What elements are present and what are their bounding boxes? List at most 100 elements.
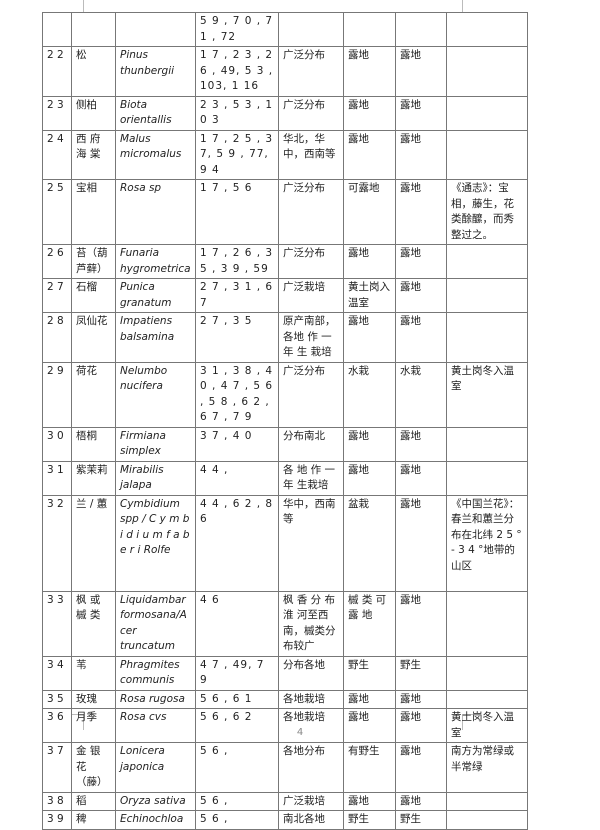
- note-cell: [446, 791, 528, 811]
- cultivation-a-cell: 露地: [343, 708, 396, 743]
- cultivation-b-cell: 露地: [395, 278, 447, 313]
- reference-numbers-cell: 5 6 , 6 2: [195, 708, 279, 743]
- note-cell: [446, 129, 528, 180]
- chinese-name-cell: 梧桐: [71, 426, 116, 462]
- distribution-cell: 枫 香 分 布 淮 河至西南，槭类分布较广: [278, 590, 344, 657]
- distribution-cell: [278, 12, 344, 47]
- cultivation-b-cell: 露地: [395, 494, 447, 592]
- chinese-name-cell: 玫瑰: [71, 689, 116, 709]
- reference-numbers-cell: 2 7 , 3 5: [195, 312, 279, 363]
- reference-numbers-cell: 4 4 ,: [195, 460, 279, 496]
- chinese-name-cell: 稗: [71, 810, 116, 830]
- latin-name-cell: Liquidambar formosana/Acer truncatum: [115, 590, 196, 657]
- row-number-cell: 3 2: [42, 494, 72, 592]
- latin-name-cell: Oryza sativa: [115, 791, 196, 811]
- chinese-name-cell: 紫茉莉: [71, 460, 116, 496]
- note-cell: [446, 95, 528, 131]
- distribution-cell: 原产南部，各地 作 一 年 生 栽培: [278, 312, 344, 363]
- chinese-name-cell: 月季: [71, 708, 116, 743]
- row-number-cell: 2 4: [42, 129, 72, 180]
- distribution-cell: 各 地 作 一 年 生栽培: [278, 460, 344, 496]
- cultivation-a-cell: 露地: [343, 460, 396, 496]
- table-row: 3 9 稗 Echinochloa 5 6 , 南北各地 野生 野生: [42, 810, 528, 830]
- table-row: 3 8 稻 Oryza sativa 5 6 , 广泛栽培 露地 露地: [42, 791, 528, 811]
- cultivation-b-cell: 露地: [395, 129, 447, 180]
- chinese-name-cell: 宝相: [71, 179, 116, 245]
- note-cell: 黄土岗冬入温室: [446, 708, 528, 743]
- table-row: 2 2 松 Pinus thunbergii 1 7 , 2 3 , 2 6 , 49…: [42, 46, 528, 97]
- chinese-name-cell: 稻: [71, 791, 116, 811]
- chinese-name-cell: 凤仙花: [71, 312, 116, 363]
- reference-numbers-cell: 5 6 ,: [195, 791, 279, 811]
- reference-numbers-cell: 2 7 , 3 1 , 6 7: [195, 278, 279, 313]
- distribution-cell: 广泛分布: [278, 361, 344, 428]
- cultivation-b-cell: 露地: [395, 460, 447, 496]
- cultivation-a-cell: 水栽: [343, 361, 396, 428]
- row-number-cell: 3 3: [42, 590, 72, 657]
- distribution-cell: 各地栽培: [278, 708, 344, 743]
- chinese-name-cell: 松: [71, 46, 116, 97]
- row-number-cell: 3 8: [42, 791, 72, 811]
- row-number-cell: 3 5: [42, 689, 72, 709]
- cultivation-b-cell: 野生: [395, 655, 447, 691]
- row-number-cell: 2 8: [42, 312, 72, 363]
- distribution-cell: 各地栽培: [278, 689, 344, 709]
- chinese-name-cell: 兰 / 蕙: [71, 494, 116, 592]
- distribution-cell: 南北各地: [278, 810, 344, 830]
- reference-numbers-cell: 4 4 , 6 2 , 8 6: [195, 494, 279, 592]
- cultivation-a-cell: 露地: [343, 244, 396, 279]
- cultivation-a-cell: 可露地: [343, 179, 396, 245]
- table-row: 2 5 宝相 Rosa sp 1 7 , 5 6 广泛分布 可露地 露地 《通志》：宝相，藤生…: [42, 179, 528, 245]
- note-cell: 《中国兰花》：春兰和蕙兰分布在北纬 2 5 ° - 3 4 °地带的山区: [446, 494, 528, 592]
- row-number-cell: 2 5: [42, 179, 72, 245]
- latin-name-cell: Impatiens balsamina: [115, 312, 196, 363]
- latin-name-cell: Firmiana simplex: [115, 426, 196, 462]
- cultivation-a-cell: 盆栽: [343, 494, 396, 592]
- cultivation-b-cell: [395, 12, 447, 47]
- table-row: 3 6 月季 Rosa cvs 5 6 , 6 2 各地栽培 露地 露地 黄土岗冬入温室: [42, 708, 528, 743]
- reference-numbers-cell: 2 3 , 5 3 , 1 0 3: [195, 95, 279, 131]
- row-number-cell: 2 7: [42, 278, 72, 313]
- table-row: 3 5 玫瑰 Rosa rugosa 5 6 , 6 1 各地栽培 露地 露地: [42, 689, 528, 709]
- cultivation-a-cell: 露地: [343, 129, 396, 180]
- cultivation-a-cell: 露地: [343, 689, 396, 709]
- cultivation-a-cell: 槭 类 可 露 地: [343, 590, 396, 657]
- distribution-cell: 广泛分布: [278, 244, 344, 279]
- table-row: 3 0 梧桐 Firmiana simplex 3 7 , 4 0 分布南北 露地 露地: [42, 426, 528, 462]
- cultivation-a-cell: 露地: [343, 312, 396, 363]
- chinese-name-cell: [71, 12, 116, 47]
- note-cell: 《通志》：宝相，藤生，花类酴醿，而秀整过之。: [446, 179, 528, 245]
- reference-numbers-cell: 3 1 , 3 8 , 4 0 , 4 7 , 5 6 , 5 8 , 6 2 …: [195, 361, 279, 428]
- cultivation-b-cell: 露地: [395, 244, 447, 279]
- distribution-cell: 广泛栽培: [278, 278, 344, 313]
- cultivation-a-cell: [343, 12, 396, 47]
- distribution-cell: 分布各地: [278, 655, 344, 691]
- table-row: 2 6 苔（葫芦藓） Funaria hygrometrica 1 7 , 2 6 ,…: [42, 244, 528, 279]
- row-number-cell: 2 3: [42, 95, 72, 131]
- distribution-cell: 广泛栽培: [278, 791, 344, 811]
- note-cell: 黄土岗冬入温室: [446, 361, 528, 428]
- distribution-cell: 广泛分布: [278, 46, 344, 97]
- table-row: 2 9 荷花 Nelumbo nucifera 3 1 , 3 8 , 4 0 , 4…: [42, 361, 528, 428]
- cultivation-a-cell: 野生: [343, 655, 396, 691]
- cultivation-b-cell: 露地: [395, 179, 447, 245]
- cultivation-b-cell: 露地: [395, 590, 447, 657]
- latin-name-cell: Phragmites communis: [115, 655, 196, 691]
- reference-numbers-cell: 5 6 ,: [195, 810, 279, 830]
- distribution-cell: 分布南北: [278, 426, 344, 462]
- cultivation-b-cell: 露地: [395, 426, 447, 462]
- table-row: 2 7 石榴 Punica granatum 2 7 , 3 1 , 6 7 广泛栽培黄…: [42, 278, 528, 313]
- row-number-cell: [42, 12, 72, 47]
- reference-numbers-cell: 4 6: [195, 590, 279, 657]
- latin-name-cell: Funaria hygrometrica: [115, 244, 196, 279]
- reference-numbers-cell: 1 7 , 5 6: [195, 179, 279, 245]
- distribution-cell: 华北，华中，西南等: [278, 129, 344, 180]
- latin-name-cell: Rosa rugosa: [115, 689, 196, 709]
- table-row: 3 4 苇 Phragmites communis 4 7 , 49, 7 9 分布各地…: [42, 655, 528, 691]
- note-cell: [446, 810, 528, 830]
- chinese-name-cell: 枫 或 槭 类: [71, 590, 116, 657]
- distribution-cell: 广泛分布: [278, 179, 344, 245]
- cultivation-a-cell: 露地: [343, 46, 396, 97]
- row-number-cell: 2 6: [42, 244, 72, 279]
